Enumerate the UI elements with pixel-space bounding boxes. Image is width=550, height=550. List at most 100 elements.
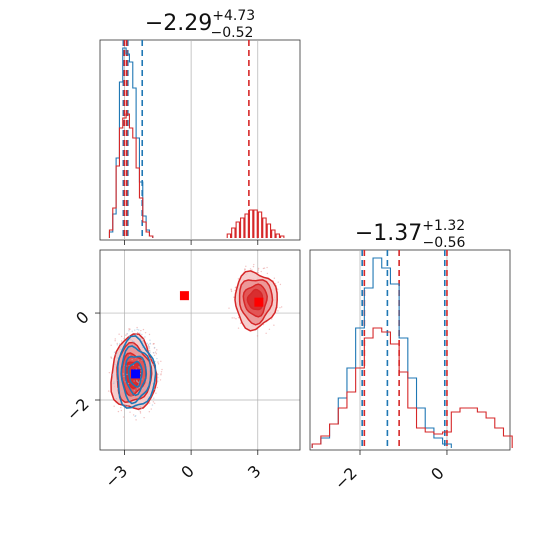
scatter-sample-point <box>271 318 273 320</box>
scatter-sample-point <box>279 307 281 309</box>
scatter-sample-point <box>147 345 150 347</box>
scatter-sample-point <box>138 386 141 389</box>
scatter-sample-point <box>253 263 255 266</box>
scatter-sample-point <box>133 340 135 343</box>
blue-contour-level <box>127 360 144 388</box>
scatter-sample-point <box>140 391 142 394</box>
x-tick-label: −2 <box>331 463 361 493</box>
scatter-sample-point <box>157 373 159 376</box>
scatter-sample-point <box>134 329 136 331</box>
scatter-sample-point <box>120 406 122 409</box>
scatter-sample-point <box>139 352 141 355</box>
blue-contour-level <box>120 345 152 405</box>
scatter-sample-point <box>155 392 157 394</box>
scatter-sample-point <box>115 398 118 400</box>
scatter-contour-panel: −3 0 3 0 −2 <box>63 249 301 492</box>
scatter-sample-point <box>131 358 133 361</box>
histogram-1-frame <box>99 39 301 241</box>
red-square-marker <box>254 297 264 307</box>
scatter-sample-point <box>150 408 153 410</box>
scatter-sample-point <box>131 395 133 397</box>
scatter-sample-point <box>138 366 140 368</box>
scatter-sample-point <box>149 351 151 353</box>
scatter-sample-point <box>136 328 138 331</box>
scatter-sample-point <box>143 416 145 419</box>
scatter-sample-point <box>132 414 135 416</box>
scatter-sample-point <box>142 328 145 331</box>
scatter-sample-point <box>137 388 139 390</box>
scatter-sample-point <box>114 363 116 366</box>
scatter-sample-point <box>257 271 259 274</box>
scatter-sample-point <box>149 349 151 352</box>
scatter-sample-point <box>153 354 156 357</box>
scatter-sample-point <box>147 347 150 349</box>
scatter-sample-point <box>139 410 142 413</box>
scatter-sample-point <box>154 351 157 353</box>
scatter-sample-point <box>139 405 142 408</box>
scatter-sample-point <box>137 407 140 409</box>
scatter-sample-point <box>131 348 133 350</box>
scatter-sample-point <box>144 336 146 338</box>
x-tick-label: 0 <box>177 461 198 482</box>
scatter-sample-point <box>133 380 135 382</box>
scatter-sample-point <box>130 339 132 341</box>
scatter-sample-point <box>230 290 233 293</box>
scatter-sample-point <box>136 406 138 408</box>
scatter-sample-point <box>160 371 163 373</box>
histogram-1-minus-error: −0.52 <box>211 25 254 41</box>
scatter-sample-point <box>140 349 142 352</box>
scatter-sample-point <box>237 327 240 329</box>
histogram-2-plus-error: +1.32 <box>422 218 465 234</box>
scatter-sample-point <box>120 335 123 338</box>
scatter-sample-point <box>149 339 151 341</box>
scatter-sample-point <box>142 387 145 389</box>
scatter-sample-point <box>146 378 148 381</box>
scatter-sample-point <box>138 381 140 384</box>
scatter-sample-point <box>159 379 162 381</box>
scatter-sample-point <box>115 354 117 356</box>
scatter-sample-point <box>266 266 268 269</box>
scatter-sample-point <box>126 333 129 335</box>
scatter-sample-point <box>263 267 266 269</box>
scatter-sample-point <box>113 381 115 383</box>
scatter-sample-point <box>126 373 128 376</box>
scatter-sample-point <box>108 371 111 374</box>
scatter-sample-point <box>148 333 151 336</box>
scatter-sample-point <box>131 330 133 332</box>
scatter-sample-point <box>141 346 144 349</box>
scatter-sample-point <box>142 338 144 341</box>
scatter-sample-point <box>140 407 143 410</box>
scatter-sample-point <box>147 344 150 346</box>
scatter-sample-point <box>132 397 135 400</box>
scatter-sample-point <box>122 373 125 375</box>
scatter-sample-point <box>111 373 114 376</box>
scatter-sample-point <box>136 354 139 356</box>
scatter-sample-point <box>277 310 279 312</box>
scatter-sample-point <box>239 322 242 324</box>
scatter-sample-point <box>113 351 116 353</box>
x-tick-label: −3 <box>101 461 131 491</box>
scatter-sample-point <box>157 376 159 379</box>
scatter-sample-point <box>257 267 260 270</box>
red-histogram-series <box>108 113 285 238</box>
scatter-sample-point <box>141 359 143 361</box>
scatter-sample-point <box>119 345 122 347</box>
scatter-sample-point <box>107 390 110 392</box>
scatter-sample-point <box>153 346 156 349</box>
scatter-sample-point <box>157 363 160 365</box>
scatter-sample-point <box>161 368 163 371</box>
y-tick-label: −2 <box>63 394 93 424</box>
scatter-sample-point <box>131 340 134 342</box>
scatter-sample-point <box>273 324 275 326</box>
histogram-1-median: −2.29 <box>145 11 212 36</box>
scatter-sample-point <box>135 333 137 335</box>
scatter-sample-point <box>136 381 139 383</box>
histogram-panel-2: −2 0 −1.37+1.32 −0.56 <box>309 218 513 494</box>
scatter-sample-point <box>260 270 262 273</box>
scatter-sample-point <box>152 401 155 403</box>
scatter-sample-point <box>266 272 269 275</box>
scatter-sample-point <box>156 349 158 351</box>
histogram-2-median: −1.37 <box>355 221 422 246</box>
scatter-sample-point <box>142 341 144 343</box>
scatter-sample-point <box>153 352 155 354</box>
